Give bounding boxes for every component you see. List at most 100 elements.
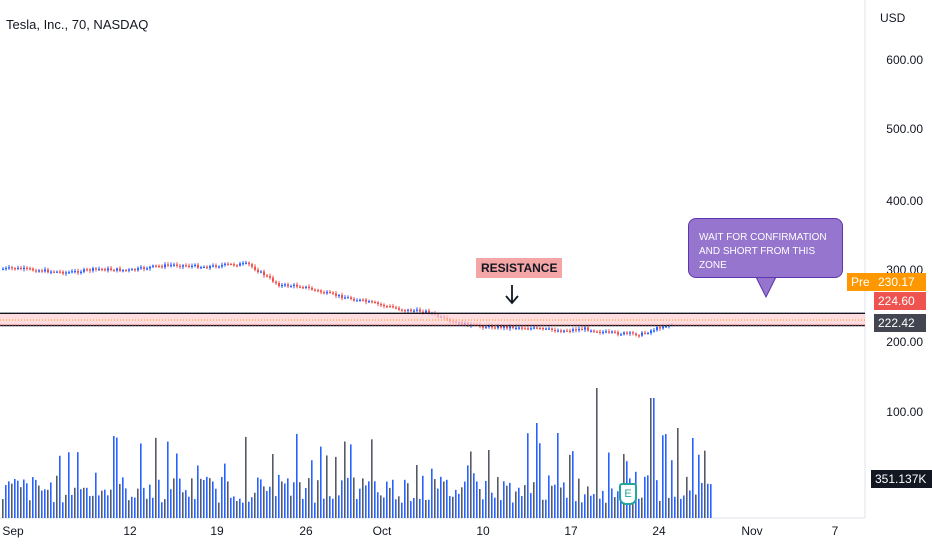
price-label-400: 400.00 <box>886 194 923 208</box>
volume-bar <box>548 475 550 518</box>
volume-bar <box>704 450 706 518</box>
candle-body <box>179 265 181 268</box>
volume-bar <box>26 483 28 518</box>
volume-bar <box>350 444 352 518</box>
volume-bar <box>407 483 409 518</box>
candle-body <box>218 266 220 268</box>
candle-body <box>203 266 205 269</box>
candle-body <box>662 326 664 329</box>
volume-bar <box>458 493 460 518</box>
volume-bar <box>410 501 412 518</box>
candle-body <box>74 270 76 273</box>
volume-bar <box>53 502 55 518</box>
candle-body <box>2 268 4 271</box>
volume-bar <box>533 482 535 518</box>
volume-bar <box>197 465 199 518</box>
volume-bars <box>2 388 712 518</box>
candle-body <box>593 330 595 332</box>
volume-bar <box>56 475 58 518</box>
candle-body <box>299 286 301 288</box>
volume-bar <box>236 501 238 518</box>
volume-bar <box>200 478 202 518</box>
volume-bar <box>71 494 73 518</box>
volume-bar <box>251 497 253 518</box>
candle-body <box>332 292 334 294</box>
candle-body <box>335 293 337 296</box>
candle-body <box>41 270 43 272</box>
volume-bar <box>593 494 595 518</box>
volume-bar <box>656 480 658 518</box>
candle-body <box>587 327 589 331</box>
volume-bar <box>170 489 172 518</box>
volume-bar <box>125 488 127 518</box>
volume-bar <box>146 498 148 518</box>
candle-body <box>566 330 568 332</box>
volume-bar <box>128 500 130 518</box>
volume-bar <box>653 398 655 518</box>
volume-bar <box>419 498 421 518</box>
candle-body <box>62 271 64 274</box>
volume-bar <box>32 477 34 518</box>
volume-bar <box>122 477 124 518</box>
candle-body <box>125 270 127 272</box>
volume-bar <box>374 481 376 518</box>
volume-bar <box>527 433 529 518</box>
volume-bar <box>281 481 283 518</box>
candle-body <box>482 326 484 328</box>
candle-body <box>338 294 340 297</box>
volume-bar <box>608 452 610 518</box>
volume-bar <box>134 497 136 518</box>
volume-bar <box>35 479 37 518</box>
volume-bar <box>389 487 391 518</box>
note-callout-pointer <box>755 276 777 299</box>
earnings-badge[interactable]: E <box>619 483 637 505</box>
candle-body <box>320 290 322 293</box>
volume-bar <box>308 478 310 518</box>
candle-body <box>191 265 193 268</box>
volume-bar <box>431 468 433 518</box>
volume-bar <box>695 494 697 518</box>
candle-body <box>269 276 271 278</box>
candle-body <box>401 309 403 311</box>
candle-body <box>365 299 367 302</box>
volume-bar <box>89 496 91 518</box>
candle-body <box>575 329 577 331</box>
volume-bar <box>77 452 79 518</box>
candle-body <box>80 271 82 273</box>
volume-bar <box>182 492 184 518</box>
volume-bar <box>158 479 160 518</box>
volume-bar <box>422 475 424 518</box>
candle-body <box>404 310 406 312</box>
volume-bar <box>356 498 358 518</box>
candle-body <box>95 268 97 270</box>
volume-bar <box>365 485 367 518</box>
volume-bar <box>14 479 16 518</box>
candle-body <box>569 330 571 332</box>
candle-body <box>380 304 382 306</box>
volume-bar <box>230 497 232 518</box>
candle-body <box>215 265 217 268</box>
volume-bar <box>617 491 619 518</box>
candle-body <box>506 326 508 329</box>
volume-bar <box>2 499 4 518</box>
volume-bar <box>632 498 634 518</box>
volume-bar <box>680 498 682 518</box>
candle-body <box>170 264 172 267</box>
candle-body <box>251 264 253 267</box>
resistance-price-tag: 224.60 <box>874 292 926 310</box>
volume-bar <box>269 486 271 518</box>
candle-body <box>308 286 310 288</box>
candle-body <box>233 264 235 266</box>
volume-bar <box>260 479 262 518</box>
candle-body <box>137 268 139 271</box>
volume-bar <box>677 428 679 518</box>
candle-body <box>242 263 244 265</box>
candle-body <box>293 284 295 287</box>
candle-body <box>164 264 166 268</box>
last-price-tag: 222.42 <box>874 314 926 332</box>
volume-bar <box>173 478 175 518</box>
volume-bar <box>314 502 316 518</box>
volume-bar <box>164 499 166 518</box>
volume-bar <box>467 465 469 518</box>
